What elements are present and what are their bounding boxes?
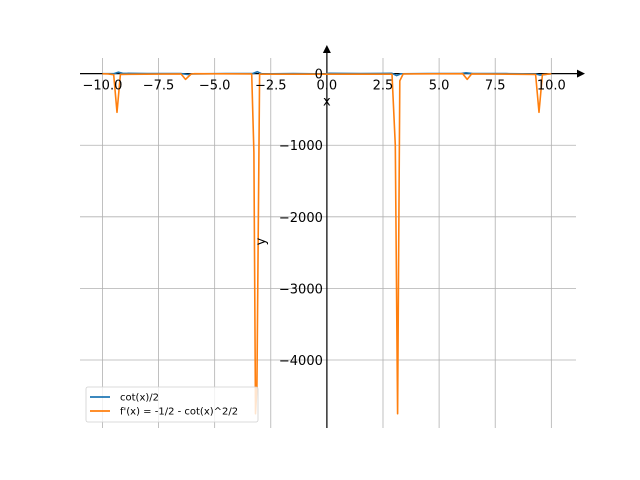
x-tick-label: 5.0	[429, 79, 450, 94]
y-axis-arrow-icon	[322, 45, 331, 53]
x-tick-label: 0.0	[317, 79, 338, 94]
y-tick-label: 0	[315, 68, 323, 83]
y-axis-title: y	[254, 237, 269, 245]
x-tick-label: −5.0	[199, 79, 231, 94]
grid	[80, 58, 576, 428]
x-tick-label: 2.5	[373, 79, 394, 94]
y-tick-label: −2000	[279, 211, 323, 226]
legend-box	[85, 386, 259, 423]
tick-labels: −10.0 −7.5 −5.0 −2.5 0.0 2.5 5.0 7.5 10.0 0 −1000 −…	[83, 68, 566, 369]
x-axis-title: x	[323, 95, 331, 110]
y-tick-label: −1000	[279, 139, 323, 154]
y-tick-label: −4000	[279, 354, 323, 369]
axes	[80, 45, 585, 428]
series-group	[102, 70, 552, 415]
x-tick-label: −10.0	[83, 79, 123, 94]
legend-label-2: f'(x) = -1/2 - cot(x)^2/2	[120, 407, 238, 418]
x-tick-label: 7.5	[485, 79, 506, 94]
x-tick-label: −2.5	[255, 79, 287, 94]
series-line-2	[102, 72, 552, 415]
x-axis-arrow-icon	[577, 69, 585, 78]
legend-label-1: cot(x)/2	[120, 393, 159, 404]
y-tick-label: −3000	[279, 282, 323, 297]
x-tick-label: 10.0	[537, 79, 566, 94]
legend: cot(x)/2 f'(x) = -1/2 - cot(x)^2/2	[85, 386, 259, 423]
x-tick-label: −7.5	[143, 79, 175, 94]
